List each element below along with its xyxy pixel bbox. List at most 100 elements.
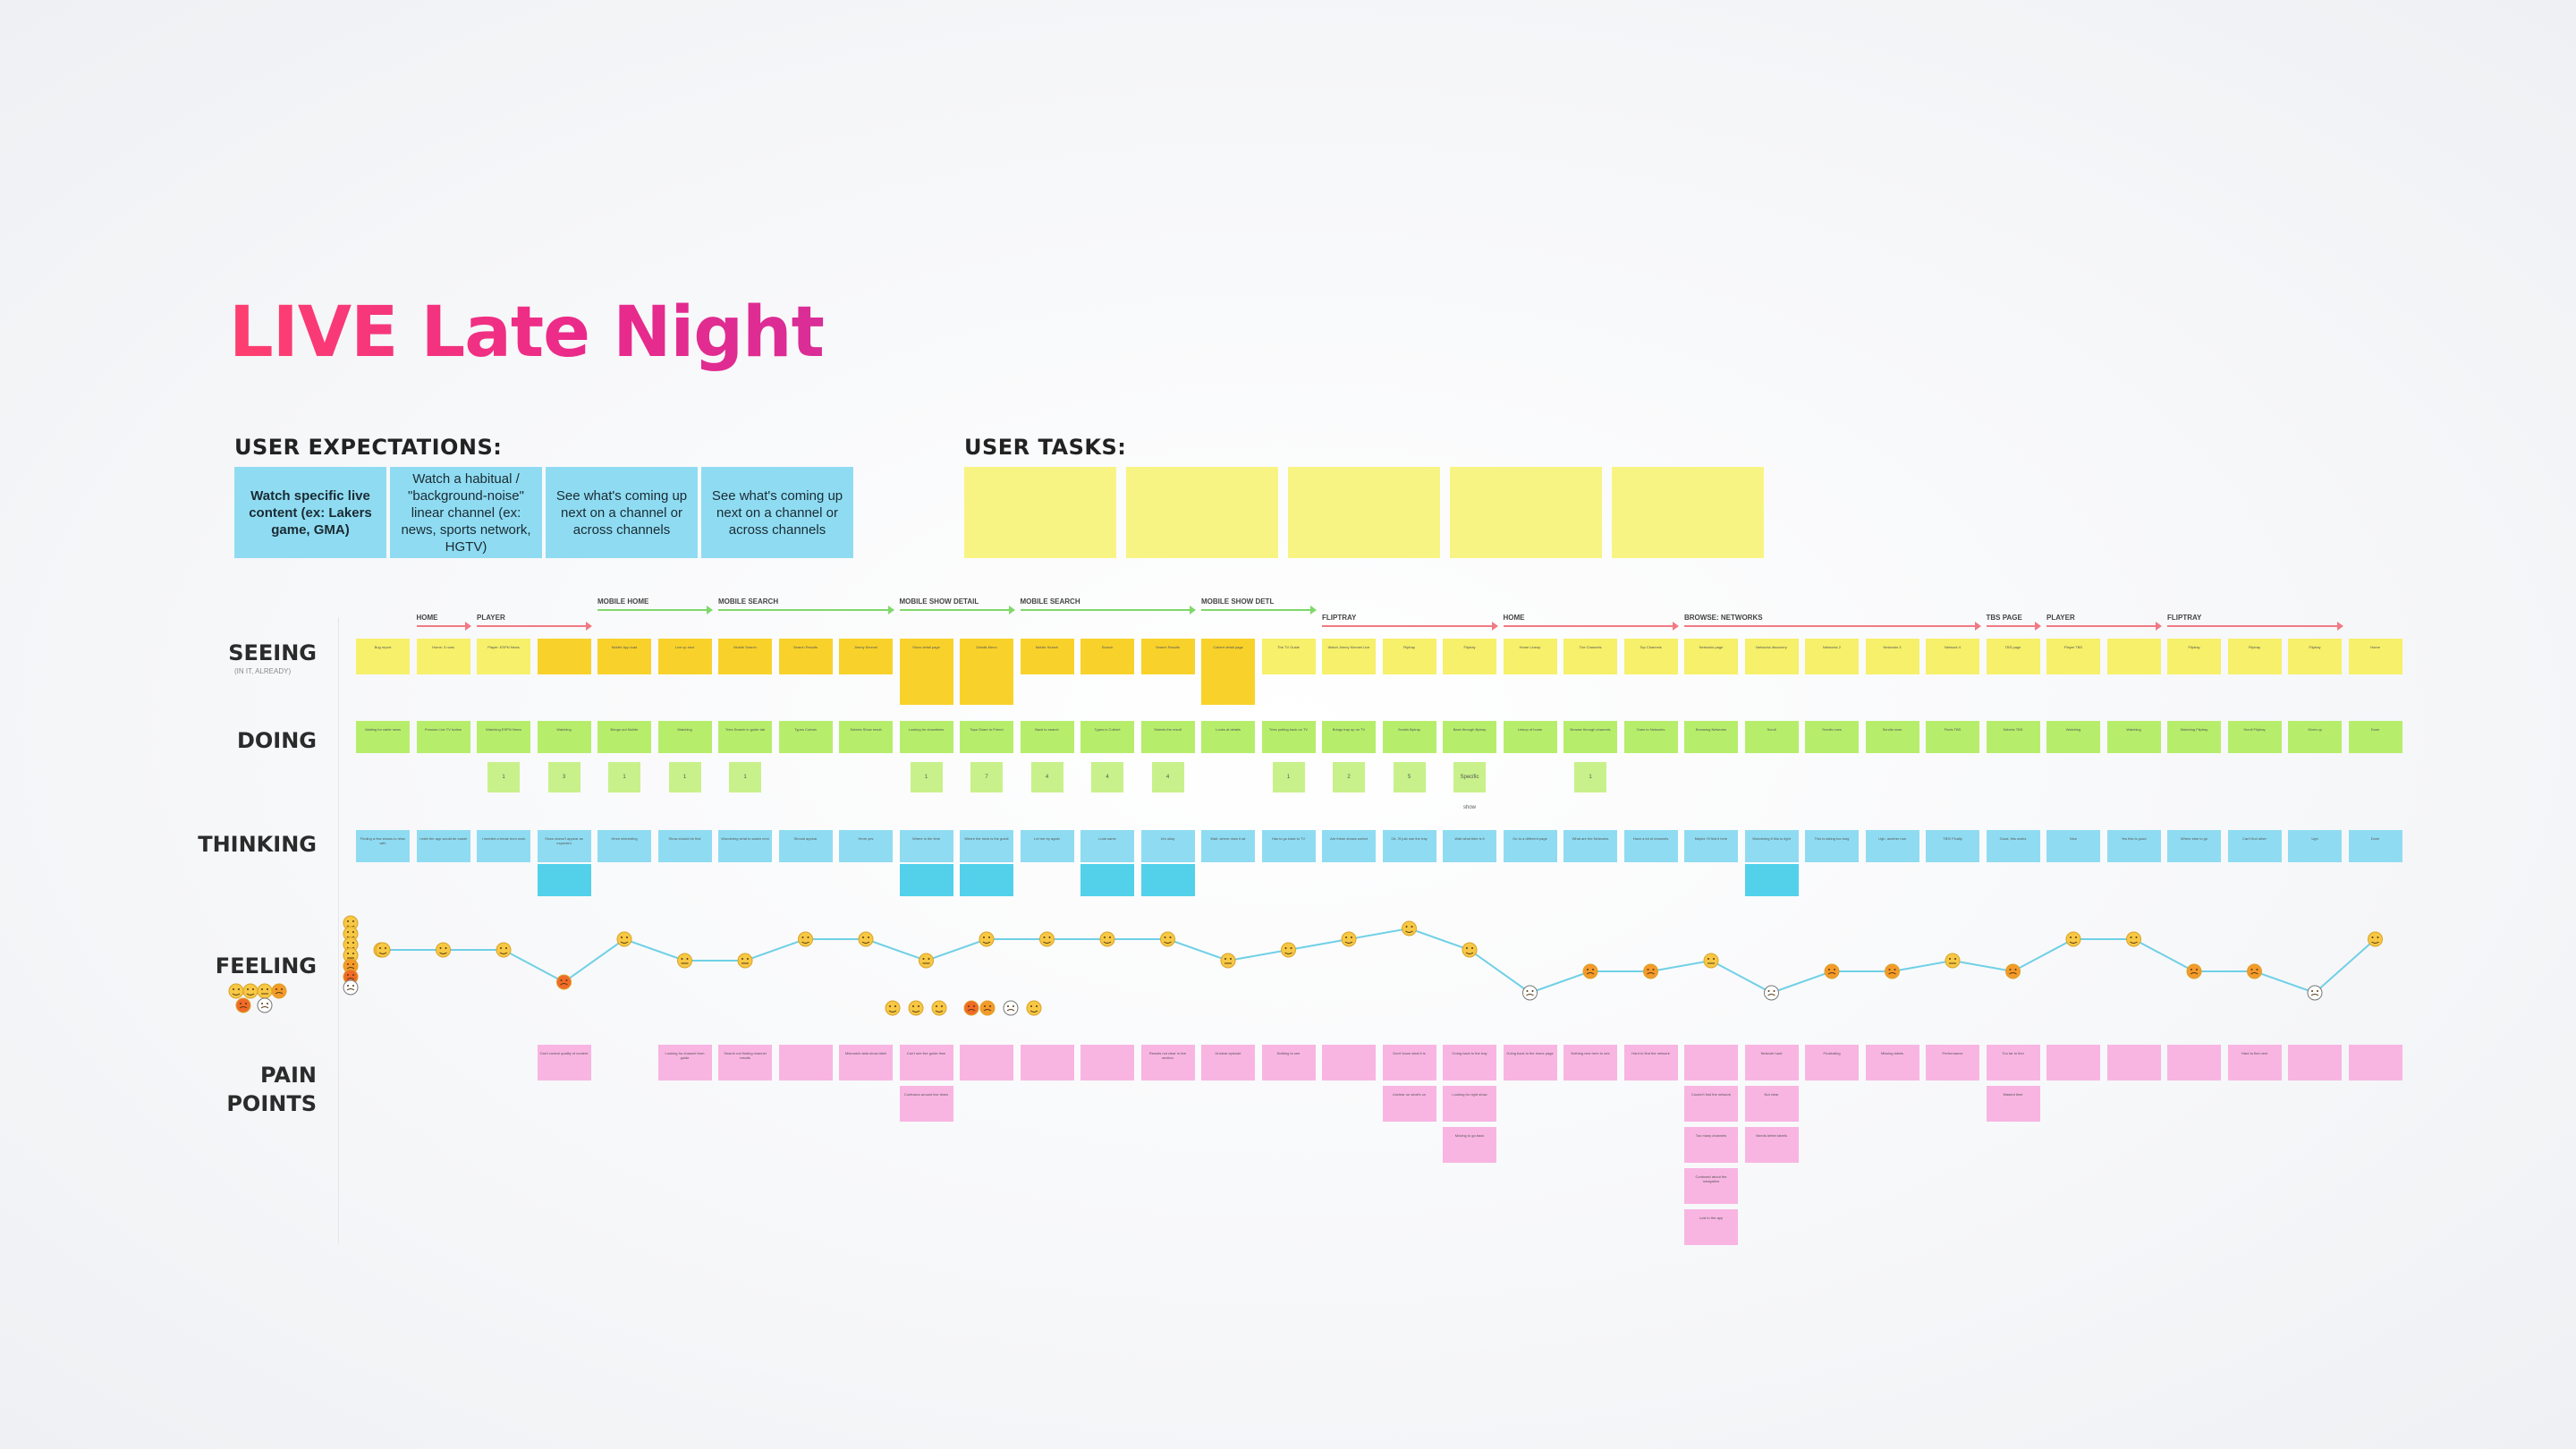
section-header-arrow: PLAYER (477, 614, 592, 631)
emotion-point-face-icon (436, 942, 451, 958)
arrow-line (1986, 625, 2036, 627)
seeing-sticky: Search Results (778, 639, 833, 674)
pain-point-sticky: Wasted time (1986, 1086, 2040, 1122)
pain-point-sticky: Frustrating (1805, 1045, 1859, 1080)
user-tasks-cards (964, 467, 1764, 558)
arrow-head (1008, 606, 1015, 614)
section-header-arrow: MOBILE SHOW DETAIL (899, 597, 1015, 615)
pain-point-sticky: Can't control quality of content (537, 1045, 591, 1080)
emotion-note-face-icon (1026, 1000, 1042, 1016)
pain-point-sticky: Not clear (1744, 1086, 1799, 1122)
doing-sticky: Browse through channels (1563, 721, 1617, 753)
pain-point-sticky (1020, 1045, 1074, 1080)
user-expectations-label: USER EXPECTATIONS: (234, 435, 503, 460)
doing-step-chip: 4 (1151, 762, 1184, 792)
arrow-head (1190, 606, 1196, 614)
seeing-sticky: Mobile Search (718, 639, 772, 674)
pain-point-sticky (1322, 1045, 1376, 1080)
emotion-point-face-icon (2005, 963, 2021, 979)
emotion-point-face-icon (1764, 985, 1779, 1001)
pain-point-sticky: Results not clear in live section (1140, 1045, 1195, 1080)
thinking-sticky (899, 864, 953, 896)
doing-step-chip: 1 (1272, 762, 1305, 792)
row-label-feeling: FEELING (215, 953, 317, 979)
seeing-sticky: Fliptray (1382, 639, 1436, 674)
pain-point-sticky: Mismatch data show label (839, 1045, 893, 1080)
section-header-label: PLAYER (477, 614, 505, 622)
pain-point-sticky: Looking for channel from guide (657, 1045, 712, 1080)
emotion-point-face-icon (375, 942, 391, 958)
pain-point-sticky: Going back to the home page (1503, 1045, 1557, 1080)
seeing-sticky: Bug report (356, 639, 410, 674)
seeing-sticky: Colbert detail page (1201, 639, 1255, 705)
thinking-sticky: Has to go back to TV (1261, 830, 1316, 862)
section-header-arrow: HOME (1503, 614, 1679, 631)
pain-point-sticky: Looking for right show (1443, 1086, 1496, 1122)
emotion-note-face-icon (885, 1000, 901, 1016)
doing-sticky: Back through fliptray (1443, 721, 1496, 753)
section-header-label: MOBILE HOME (597, 597, 649, 606)
doing-step-chip: 1 (729, 762, 761, 792)
section-header-label: MOBILE SEARCH (718, 597, 779, 606)
row-label-doing: DOING (236, 728, 317, 753)
pain-point-sticky (778, 1045, 833, 1080)
thinking-sticky (1080, 864, 1134, 896)
arrow-line (899, 609, 1010, 611)
seeing-sticky (537, 639, 591, 674)
expectation-card: See what's coming up next on a channel o… (701, 467, 853, 558)
pain-point-sticky: Don't know what it is (1382, 1045, 1436, 1080)
section-header-label: MOBILE SHOW DETL (1201, 597, 1275, 606)
pain-point-sticky (1080, 1045, 1134, 1080)
pain-point-sticky (2106, 1045, 2161, 1080)
seeing-sticky (2106, 639, 2161, 674)
arrow-line (2167, 625, 2338, 627)
pain-point-sticky: Unclear episode (1201, 1045, 1255, 1080)
pain-point-sticky (2288, 1045, 2342, 1080)
thinking-sticky: Good, this works (1986, 830, 2040, 862)
pain-point-sticky (960, 1045, 1013, 1080)
section-header-label: FLIPTRAY (1322, 614, 1357, 622)
seeing-sticky: Network 4 (1926, 639, 1979, 674)
section-header-label: HOME (1503, 614, 1525, 622)
doing-sticky: Finds TBS (1926, 721, 1979, 753)
angry-face-icon (235, 997, 251, 1013)
section-header-arrow: MOBILE SHOW DETL (1201, 597, 1317, 615)
thinking-sticky: Where is the time (899, 830, 953, 862)
doing-sticky: Browsing Networks (1684, 721, 1738, 753)
arrow-head (2156, 622, 2162, 631)
emotion-point-face-icon (1099, 931, 1115, 947)
pain-point-sticky (2348, 1045, 2402, 1080)
emotion-point-face-icon (1885, 963, 1900, 979)
section-header-label: TBS PAGE (1986, 614, 2022, 622)
seeing-sticky: Player: ESPN News (477, 639, 530, 674)
thinking-sticky: Can't find other (2227, 830, 2282, 862)
doing-sticky: Goes to Networks (1623, 721, 1678, 753)
row-divider (338, 617, 339, 1243)
thinking-sticky: Look same (1080, 830, 1134, 862)
seeing-sticky: The TV Guide (1261, 639, 1316, 674)
doing-sticky: Back to search (1020, 721, 1074, 753)
doing-sticky: Scroll Fliptray (2227, 721, 2282, 753)
emotion-note-face-icon (1003, 1000, 1019, 1016)
emotion-point-face-icon (919, 953, 934, 969)
thinking-sticky: Wondering what to watch next (718, 830, 772, 862)
seeing-sticky: The Channels (1563, 639, 1617, 674)
doing-step-chip: Specific show (1453, 762, 1486, 810)
doing-sticky: Brings out Mobile (597, 721, 651, 753)
seeing-sticky: Home Lineup (1503, 639, 1557, 674)
happy-face-icon (228, 983, 244, 999)
arrow-head (707, 606, 713, 614)
pain-point-sticky: Moving to go back (1443, 1127, 1496, 1163)
section-header-arrow: TBS PAGE (1986, 614, 2041, 631)
arrow-head (2035, 622, 2041, 631)
thinking-sticky: Where the heck is the guide (960, 830, 1013, 862)
arrow-line (1020, 609, 1191, 611)
task-card (964, 467, 1116, 558)
thinking-sticky: I needed a break from work (477, 830, 530, 862)
doing-step-chip: 1 (487, 762, 520, 792)
emotion-point-face-icon (1341, 931, 1357, 947)
thinking-sticky: Nice (2046, 830, 2100, 862)
thinking-sticky: Wondering if this is right (1744, 830, 1799, 862)
section-header-label: HOME (416, 614, 438, 622)
